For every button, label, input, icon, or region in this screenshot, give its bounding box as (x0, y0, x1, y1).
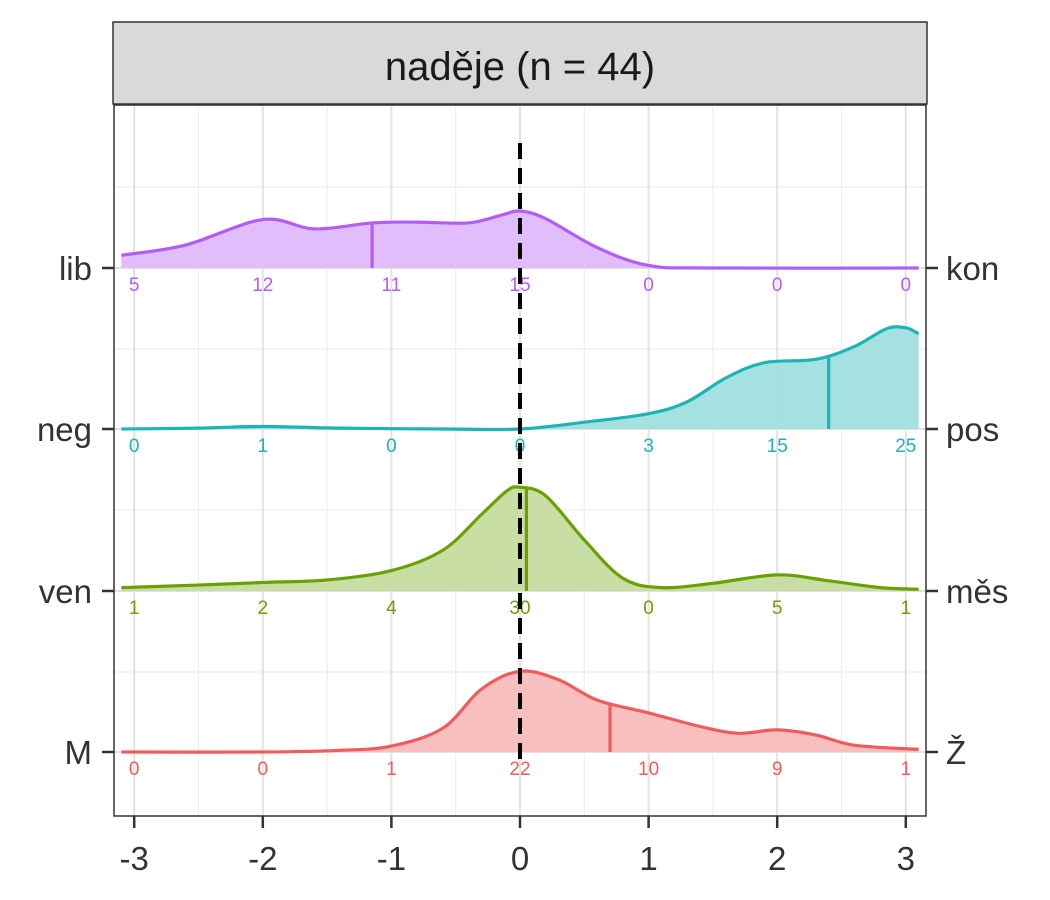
count-label: 0 (386, 436, 397, 457)
y-label-right: Ž (946, 734, 966, 771)
x-axis: -3 -2 -1 0 1 2 3 (120, 816, 915, 877)
count-label: 15 (509, 275, 530, 296)
x-tick-label: 2 (768, 840, 786, 877)
density-line (121, 669, 919, 754)
series-M-Ž: 0 0 1 22 10 9 1 (121, 669, 919, 780)
count-label: 0 (643, 275, 654, 296)
density-area (121, 326, 919, 430)
density-line (121, 209, 919, 270)
x-tick-label: 0 (511, 840, 529, 877)
y-label-right: kon (946, 250, 999, 287)
count-label: 1 (901, 759, 912, 780)
y-label-left: ven (39, 573, 92, 610)
y-label-left: M (65, 734, 93, 771)
count-label: 5 (772, 598, 783, 619)
count-label: 10 (638, 759, 659, 780)
count-label: 25 (895, 436, 916, 457)
density-area (121, 486, 919, 591)
count-label: 0 (129, 436, 140, 457)
count-label: 1 (386, 759, 397, 780)
series-ven-měs: 12430051 (121, 485, 919, 619)
count-label: 0 (258, 759, 269, 780)
count-label: 9 (772, 759, 783, 780)
count-label: 2 (258, 598, 269, 619)
x-tick-label: -2 (248, 840, 277, 877)
x-tick-label: 1 (639, 840, 657, 877)
count-label: 0 (643, 598, 654, 619)
y-label-right: pos (946, 411, 999, 448)
count-label: 0 (901, 275, 912, 296)
x-tick-label: -3 (120, 840, 149, 877)
count-label: 22 (509, 759, 530, 780)
x-tick-label: -1 (377, 840, 406, 877)
count-label: 15 (767, 436, 788, 457)
y-axis-right: kon pos měs Ž (926, 250, 1008, 771)
count-label: 1 (901, 598, 912, 619)
y-label-left: neg (37, 411, 92, 448)
x-tick-label: 3 (897, 840, 915, 877)
facet-strip (112, 21, 928, 105)
count-label: 3 (643, 436, 654, 457)
density-area (121, 210, 919, 269)
y-label-right: měs (946, 573, 1008, 610)
count-label: 1 (129, 598, 140, 619)
count-label: 4 (386, 598, 397, 619)
density-line (121, 485, 919, 591)
count-label: 0 (129, 759, 140, 780)
facet-title: naděje (n = 44) (385, 45, 655, 89)
count-label: 5 (129, 275, 140, 296)
count-label: 0 (772, 275, 783, 296)
count-label: 11 (382, 275, 402, 296)
count-label: 12 (252, 275, 273, 296)
count-label: 1 (258, 436, 269, 457)
density-line (121, 325, 920, 432)
y-axis-left: lib neg ven M (37, 250, 114, 771)
series-lib-kon: 5 12 11 15 0 0 0 (121, 209, 919, 296)
y-label-left: lib (59, 250, 92, 287)
series-layer: 512111500001003152512430051001221091 (121, 209, 920, 780)
